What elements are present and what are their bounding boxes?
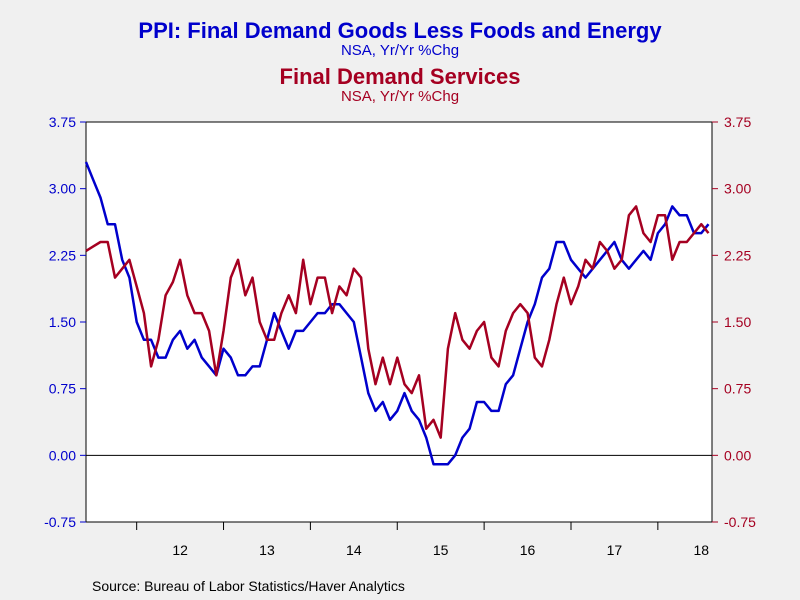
y-tick-label-left: 0.75 [49, 381, 76, 397]
x-tick-label: 17 [607, 542, 623, 558]
chart-title-goods: PPI: Final Demand Goods Less Foods and E… [138, 18, 662, 43]
source-note: Source: Bureau of Labor Statistics/Haver… [92, 578, 405, 594]
y-tick-label-left: -0.75 [44, 514, 76, 530]
x-tick-label: 15 [433, 542, 449, 558]
chart-title-services: Final Demand Services [279, 64, 521, 89]
y-tick-label-left: 3.00 [49, 181, 76, 197]
y-tick-label-left: 0.00 [49, 447, 76, 463]
y-tick-label-right: 0.00 [724, 447, 751, 463]
x-tick-label: 16 [520, 542, 536, 558]
y-tick-label-right: 1.50 [724, 314, 751, 330]
plot-area [85, 121, 713, 523]
chart-subtitle-goods: NSA, Yr/Yr %Chg [340, 42, 460, 59]
y-tick-label-right: 3.00 [724, 181, 751, 197]
y-tick-label-right: 0.75 [724, 381, 751, 397]
y-tick-label-left: 3.75 [49, 114, 76, 130]
x-tick-label: 13 [259, 542, 275, 558]
y-tick-label-left: 2.25 [49, 247, 76, 263]
y-tick-label-right: 2.25 [724, 247, 751, 263]
x-tick-label: 12 [172, 542, 188, 558]
series-line-goods [84, 161, 710, 466]
series-line-services [85, 205, 710, 439]
y-tick-label-left: 1.50 [49, 314, 76, 330]
chart-subtitle-services: NSA, Yr/Yr %Chg [340, 88, 460, 105]
x-tick-label: 14 [346, 542, 362, 558]
y-tick-label-right: -0.75 [724, 514, 756, 530]
x-tick-label: 18 [693, 542, 709, 558]
y-tick-label-right: 3.75 [724, 114, 751, 130]
